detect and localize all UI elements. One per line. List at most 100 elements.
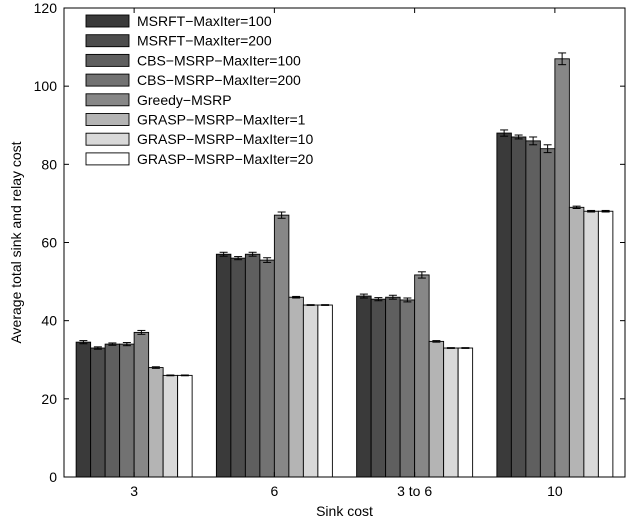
bar <box>177 374 193 478</box>
error-bar <box>151 366 160 369</box>
y-tick-label: 120 <box>34 0 58 16</box>
bar <box>568 206 585 478</box>
error-bar <box>529 136 538 146</box>
legend-label: GRASP−MSRP−MaxIter=1 <box>137 112 306 128</box>
legend-swatch <box>85 73 130 87</box>
y-tick-label: 80 <box>41 156 57 172</box>
bar <box>317 304 333 478</box>
error-bar <box>180 374 189 377</box>
bar <box>230 257 246 478</box>
error-bar <box>219 251 228 257</box>
x-tick-label: 3 <box>130 483 138 499</box>
y-tick-label: 0 <box>49 469 57 485</box>
x-tick-label: 10 <box>547 483 563 499</box>
bar <box>90 347 106 478</box>
legend-swatch <box>85 152 130 166</box>
bar <box>399 299 416 478</box>
legend-label: MSRFT−MaxIter=200 <box>137 33 272 49</box>
legend-swatch <box>85 113 130 126</box>
error-bar <box>388 294 397 300</box>
legend-swatch <box>85 34 130 48</box>
legend-item: CBS−MSRP−MaxIter=100 <box>85 52 301 68</box>
legend-label: GRASP−MSRP−MaxIter=20 <box>137 151 313 167</box>
bar <box>583 210 599 478</box>
error-bar <box>292 295 301 299</box>
legend-label: GRASP−MSRP−MaxIter=10 <box>137 131 313 147</box>
x-tick-label: 6 <box>270 483 278 499</box>
y-axis-ticks: 0 20 40 60 80 100 120 <box>34 0 625 485</box>
legend-swatch <box>85 132 130 146</box>
bar <box>215 253 232 478</box>
legend-item: MSRFT−MaxIter=100 <box>85 13 272 29</box>
bar <box>273 214 290 478</box>
bar <box>414 274 430 478</box>
error-bar <box>587 209 596 213</box>
error-bar <box>122 342 131 347</box>
legend-label: CBS−MSRP−MaxIter=100 <box>137 52 301 68</box>
bar <box>302 304 319 478</box>
error-bar <box>306 304 315 306</box>
bar <box>370 298 387 478</box>
bar <box>539 148 556 478</box>
error-bar <box>79 340 88 345</box>
bar <box>597 210 614 478</box>
error-bar <box>234 256 243 261</box>
y-tick-label: 20 <box>41 391 57 407</box>
legend-label: CBS−MSRP−MaxIter=200 <box>137 72 301 88</box>
legend-item: CBS−MSRP−MaxIter=200 <box>85 72 301 88</box>
bar <box>385 296 401 478</box>
bar <box>259 259 275 478</box>
bar <box>148 367 164 478</box>
error-bar <box>277 211 286 219</box>
error-bars-layer <box>79 52 610 377</box>
bar <box>244 253 261 478</box>
error-bar <box>446 347 455 349</box>
legend-swatch <box>85 93 130 107</box>
error-bar <box>137 329 146 335</box>
x-tick-label: 3 to 6 <box>397 483 432 499</box>
error-bar <box>558 52 567 66</box>
bar <box>104 343 121 478</box>
legend-item: GRASP−MSRP−MaxIter=10 <box>85 131 313 147</box>
bar <box>457 347 474 478</box>
error-bar <box>93 346 102 350</box>
legend-label: Greedy−MSRP <box>137 92 232 108</box>
error-bar <box>374 297 383 302</box>
error-bar <box>403 297 412 303</box>
bar <box>554 58 570 478</box>
error-bar <box>248 251 257 257</box>
bar <box>443 347 459 478</box>
bar <box>75 341 92 478</box>
error-bar <box>321 304 330 306</box>
error-bar <box>601 209 610 213</box>
error-bar <box>359 293 368 299</box>
y-tick-label: 100 <box>34 78 58 94</box>
y-tick-label: 60 <box>41 235 57 251</box>
bar <box>133 331 150 478</box>
error-bar <box>500 129 509 137</box>
legend-item: GRASP−MSRP−MaxIter=20 <box>85 151 313 167</box>
bar <box>428 340 445 478</box>
bar <box>288 296 304 478</box>
error-bar <box>263 257 272 263</box>
error-bar <box>461 347 470 349</box>
legend-item: Greedy−MSRP <box>85 92 232 108</box>
y-tick-label: 40 <box>41 313 57 329</box>
bar <box>356 295 372 478</box>
error-bar <box>432 340 441 343</box>
legend-swatch <box>85 53 130 67</box>
bar <box>496 132 512 478</box>
error-bar <box>572 205 581 209</box>
error-bar <box>514 134 523 140</box>
y-axis-label: Average total sink and relay cost <box>8 141 24 343</box>
legend: MSRFT−MaxIter=100 MSRFT−MaxIter=200 CBS−MS… <box>85 13 313 167</box>
bars-layer <box>75 58 614 478</box>
legend-item: MSRFT−MaxIter=200 <box>85 33 272 49</box>
legend-label: MSRFT−MaxIter=100 <box>137 13 272 29</box>
error-bar <box>417 271 426 279</box>
bar <box>525 140 541 478</box>
error-bar <box>166 374 175 377</box>
legend-item: GRASP−MSRP−MaxIter=1 <box>85 112 306 128</box>
legend-swatch <box>85 14 130 28</box>
